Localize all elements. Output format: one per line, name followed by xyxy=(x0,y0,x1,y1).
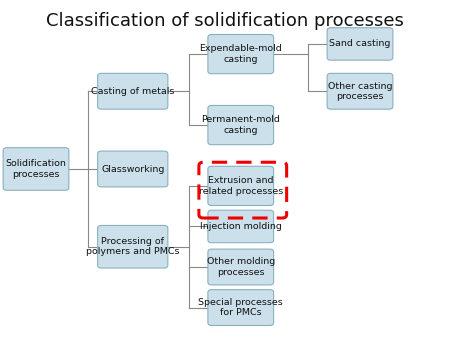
Text: Casting of metals: Casting of metals xyxy=(91,87,175,96)
FancyBboxPatch shape xyxy=(208,290,274,325)
FancyBboxPatch shape xyxy=(208,166,274,206)
Text: Extrusion and
related processes: Extrusion and related processes xyxy=(198,176,283,196)
FancyBboxPatch shape xyxy=(98,73,168,109)
FancyBboxPatch shape xyxy=(208,210,274,243)
FancyBboxPatch shape xyxy=(98,151,168,187)
FancyBboxPatch shape xyxy=(327,73,393,109)
Text: Glassworking: Glassworking xyxy=(101,165,164,173)
FancyBboxPatch shape xyxy=(327,28,393,60)
FancyBboxPatch shape xyxy=(208,34,274,74)
Text: Classification of solidification processes: Classification of solidification process… xyxy=(46,12,404,30)
Text: Permanent-mold
casting: Permanent-mold casting xyxy=(201,115,280,135)
Text: Other molding
processes: Other molding processes xyxy=(207,257,275,277)
Text: Sand casting: Sand casting xyxy=(329,40,391,48)
Text: Processing of
polymers and PMCs: Processing of polymers and PMCs xyxy=(86,237,180,257)
Text: Solidification
processes: Solidification processes xyxy=(5,159,67,179)
Text: Other casting
processes: Other casting processes xyxy=(328,81,392,101)
FancyBboxPatch shape xyxy=(208,249,274,285)
Text: Injection molding: Injection molding xyxy=(200,222,282,231)
FancyBboxPatch shape xyxy=(3,148,69,190)
FancyBboxPatch shape xyxy=(98,225,168,268)
Text: Expendable-mold
casting: Expendable-mold casting xyxy=(199,44,282,64)
FancyBboxPatch shape xyxy=(208,105,274,145)
Text: Special processes
for PMCs: Special processes for PMCs xyxy=(198,298,283,317)
